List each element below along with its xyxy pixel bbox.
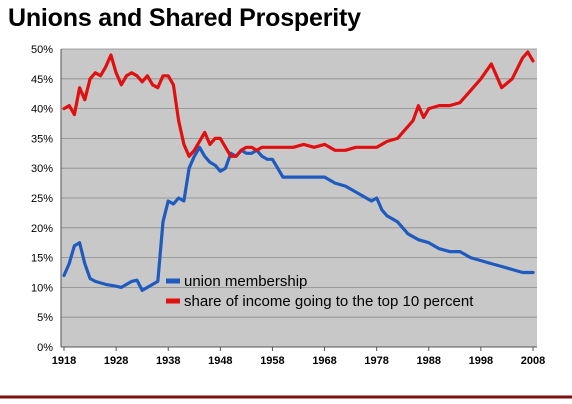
- legend: union membership share of income going to…: [166, 273, 474, 310]
- x-tick-label: 1948: [208, 355, 232, 367]
- y-tick-label: 20%: [31, 223, 53, 235]
- bottom-divider-bar: [0, 392, 572, 404]
- y-tick-label: 30%: [31, 163, 53, 175]
- y-axis-tick-labels: 0% 5% 10% 15% 20% 25% 30% 35% 40% 45% 50%: [31, 44, 53, 354]
- x-tick-label: 1928: [104, 355, 128, 367]
- x-tick-label: 1988: [417, 355, 441, 367]
- y-tick-label: 35%: [31, 133, 53, 145]
- y-tick-label: 10%: [31, 282, 53, 294]
- y-tick-label: 45%: [31, 74, 53, 86]
- y-tick-label: 0%: [37, 342, 53, 354]
- x-tick-label: 1938: [156, 355, 180, 367]
- axes: [60, 49, 537, 348]
- y-tick-label: 15%: [31, 253, 53, 265]
- y-tick-label: 25%: [31, 193, 53, 205]
- x-tick-label: 1978: [364, 355, 388, 367]
- x-tick-label: 1958: [260, 355, 284, 367]
- legend-label: share of income going to the top 10 perc…: [184, 293, 474, 310]
- x-tick-label: 1918: [52, 355, 76, 367]
- x-axis-tick-labels: 1918 1928 1938 1948 1958 1968 1978 1988 1998 2008: [52, 347, 545, 367]
- series-line-top10-income-share: [62, 50, 535, 158]
- y-tick-label: 5%: [37, 312, 53, 324]
- gridlines: [61, 48, 537, 318]
- chart-title: Unions and Shared Prosperity: [8, 4, 361, 32]
- legend-label: union membership: [184, 273, 307, 290]
- x-tick-label: 1968: [312, 355, 336, 367]
- y-tick-label: 40%: [31, 104, 53, 116]
- x-tick-label: 2008: [521, 355, 545, 367]
- series-lines: [62, 50, 535, 292]
- series-line-union-membership: [62, 145, 535, 292]
- x-tick-label: 1998: [469, 355, 493, 367]
- y-tick-label: 50%: [31, 44, 53, 56]
